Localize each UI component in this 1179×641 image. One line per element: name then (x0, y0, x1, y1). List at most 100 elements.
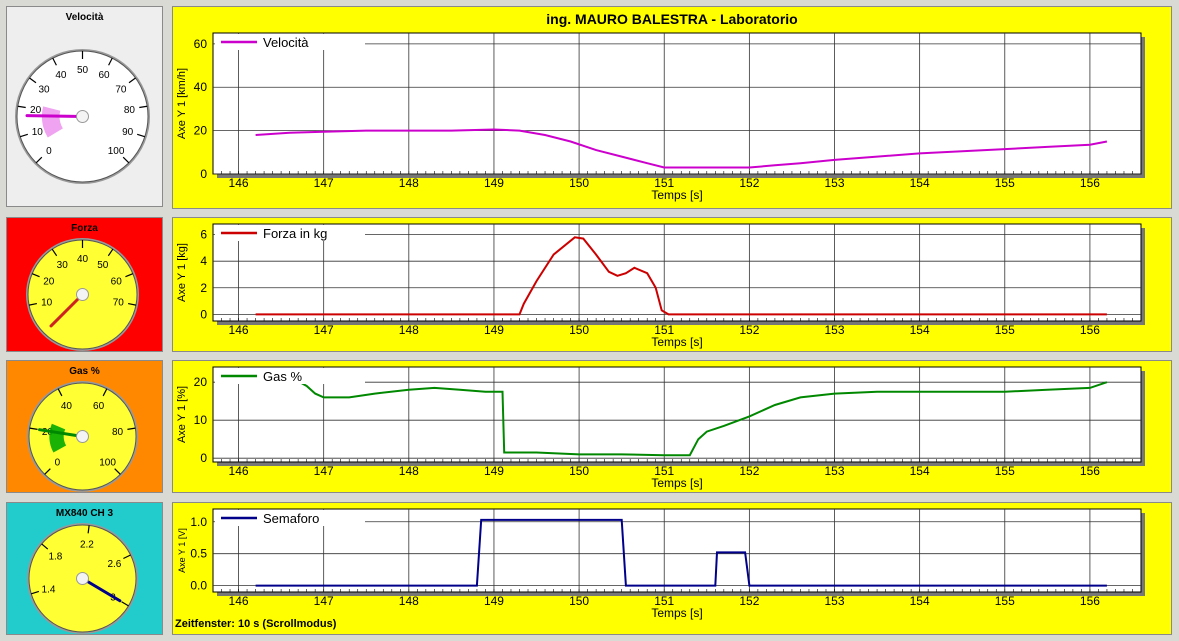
gauge-tick-label: 2.2 (80, 539, 94, 550)
gauge-tick-label: 10 (32, 127, 44, 138)
chart-semaforo: 146 147 148 149 150 151 152 153 154 155 156 0.0 0.5 1… (177, 508, 1145, 620)
gauge-hub (76, 572, 89, 585)
y-tick-label: 0.0 (190, 579, 207, 593)
gauge-tick (127, 302, 137, 306)
x-tick-label: 149 (484, 176, 504, 190)
gauge-tick (108, 57, 113, 66)
gauge-velocita: Velocità 010 20 30 40 50 60 70 80 90 100 (7, 7, 162, 206)
gauge-tick (29, 77, 37, 84)
x-tick-label: 154 (910, 594, 930, 608)
gauge-value-arc (41, 106, 63, 138)
gauge-tick-label: 80 (112, 427, 124, 438)
legend-box (215, 368, 365, 384)
gauge-tick (44, 468, 51, 475)
x-tick-label: 152 (739, 176, 759, 190)
chart-gas: 146 147 148 149 150 151 152 153 154 155 156 0 10 20 Te… (176, 366, 1145, 490)
gauge-tick (121, 601, 129, 607)
x-tick-label: 155 (995, 464, 1015, 478)
y-tick-label: 0 (200, 451, 207, 465)
gauge-tick (102, 388, 108, 397)
gauge-tick-label: 80 (124, 105, 136, 116)
gauge-tick (52, 57, 57, 66)
x-tick-label: 152 (739, 464, 759, 478)
x-tick-label: 153 (824, 176, 844, 190)
gauge-tick-label: 60 (93, 401, 105, 412)
gauge-tick-label: 60 (111, 277, 123, 288)
plot-area (212, 223, 1142, 322)
x-tick-label: 153 (824, 594, 844, 608)
x-tick-label: 152 (739, 323, 759, 337)
y-tick-label: 20 (194, 375, 208, 389)
gauge-tick (29, 427, 38, 430)
gauge-tick-label: 2.6 (107, 559, 121, 570)
x-tick-label: 156 (1080, 323, 1100, 337)
gauge-needle (38, 428, 84, 438)
x-tick-label: 147 (314, 594, 334, 608)
x-tick-label: 151 (654, 176, 674, 190)
gauge-mx840: MX840 CH 31.41.82.22.63 (7, 503, 162, 634)
gauge-tick-label: 100 (108, 146, 125, 157)
x-axis-label: Temps [s] (651, 335, 702, 349)
x-axis-label: Temps [s] (651, 476, 702, 490)
gauge-panel-velocita: Velocità 0 10 20 30 40 50 60 70 80 90 100 (6, 6, 163, 207)
gauge-title: Forza (71, 223, 98, 234)
gauge-tick-label: 50 (97, 260, 109, 271)
x-tick-label: 149 (484, 594, 504, 608)
gauge-title: Velocità (66, 12, 104, 23)
x-tick-label: 153 (824, 323, 844, 337)
y-tick-label: 60 (194, 37, 208, 51)
gauge-tick-label: 70 (115, 85, 127, 96)
gauge-tick (35, 156, 43, 164)
x-tick-label: 151 (654, 323, 674, 337)
gauge-tick (127, 427, 136, 430)
legend-label: Forza in kg (263, 226, 327, 241)
x-tick-label: 155 (995, 594, 1015, 608)
gauge-tick (128, 77, 136, 84)
x-tick-label: 149 (484, 464, 504, 478)
y-axis-label: Axe Y 1 [V] (177, 528, 187, 573)
legend-box (215, 34, 365, 50)
gauge-needle (25, 114, 84, 118)
gauge-tick (87, 525, 90, 534)
y-tick-label: 10 (194, 413, 208, 427)
gauge-tick (20, 133, 28, 138)
gauge-tick (137, 133, 145, 138)
chart-panel-gas: 146 147 148 149 150 151 152 153 154 155 156 0 10 20 Te… (172, 360, 1172, 493)
y-tick-label: 1.0 (190, 515, 207, 529)
gauge-hub (76, 288, 89, 301)
x-tick-label: 148 (399, 323, 419, 337)
gauge-tick (31, 273, 40, 278)
chart-panel-semaforo: 146 147 148 149 150 151 152 153 154 155 156 0.0 0.5 1… (172, 502, 1172, 635)
series-line (255, 236, 1107, 316)
x-axis-label: Temps [s] (651, 606, 702, 620)
x-tick-label: 152 (739, 594, 759, 608)
x-tick-label: 150 (569, 464, 589, 478)
x-tick-label: 147 (314, 464, 334, 478)
gauge-tick (41, 543, 49, 550)
x-tick-label: 156 (1080, 464, 1100, 478)
gauge-needle (49, 293, 84, 328)
gauge-tick (139, 105, 148, 109)
gauge-tick (57, 388, 63, 397)
x-tick-label: 146 (229, 594, 249, 608)
gauge-tick-label: 70 (113, 298, 125, 309)
y-tick-label: 0 (200, 167, 207, 181)
legend-label: Semaforo (263, 511, 319, 526)
x-tick-label: 155 (995, 176, 1015, 190)
y-axis-label: Axe Y 1 [%] (176, 386, 188, 443)
gauge-tick-label: 90 (122, 127, 134, 138)
chart-forza: 146 147 148 149 150 151 152 153 154 155 156 0 2 4 6 Tem… (176, 223, 1145, 349)
gauge-tick (123, 554, 131, 560)
x-tick-label: 154 (910, 323, 930, 337)
gauge-tick-label: 1.4 (42, 585, 56, 596)
y-tick-label: 6 (200, 228, 207, 242)
gauge-needle (81, 577, 122, 603)
y-tick-label: 40 (194, 80, 208, 94)
gauge-tick (31, 590, 40, 595)
gauge-tick-label: 20 (43, 277, 55, 288)
gauge-hub (76, 430, 89, 443)
gauge-tick-label: 30 (57, 260, 69, 271)
window-title: ing. MAURO BALESTRA - Laboratorio (546, 11, 798, 27)
series-line (255, 518, 1107, 587)
x-tick-label: 148 (399, 464, 419, 478)
